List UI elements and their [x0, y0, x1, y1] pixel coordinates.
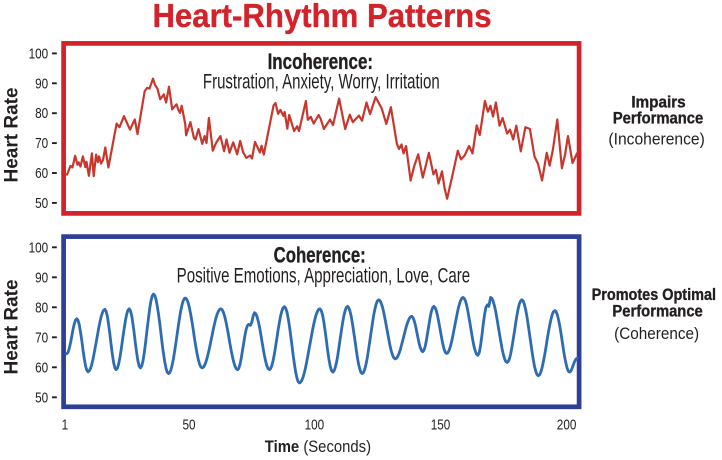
svg-text:Heart Rate: Heart Rate — [1, 279, 22, 374]
svg-text:Performance: Performance — [612, 303, 702, 321]
svg-text:(Incoherence): (Incoherence) — [608, 130, 704, 149]
svg-text:Heart-Rhythm Patterns: Heart-Rhythm Patterns — [152, 0, 491, 34]
svg-text:80: 80 — [35, 299, 48, 315]
svg-text:70: 70 — [35, 329, 48, 345]
svg-text:(Coherence): (Coherence) — [614, 324, 699, 343]
svg-text:100: 100 — [305, 416, 325, 432]
svg-text:80: 80 — [35, 105, 48, 121]
svg-text:70: 70 — [35, 135, 48, 151]
svg-text:100: 100 — [29, 239, 49, 255]
svg-text:200: 200 — [557, 416, 577, 432]
svg-text:Heart Rate: Heart Rate — [1, 87, 22, 182]
svg-text:90: 90 — [35, 75, 48, 91]
svg-text:100: 100 — [29, 45, 49, 61]
svg-text:90: 90 — [35, 269, 48, 285]
svg-text:Positive Emotions, Appreciatio: Positive Emotions, Appreciation, Love, C… — [177, 263, 470, 287]
svg-text:Time (Seconds): Time (Seconds) — [265, 438, 371, 456]
svg-text:Frustration, Anxiety, Worry, I: Frustration, Anxiety, Worry, Irritation — [203, 69, 440, 93]
svg-text:60: 60 — [35, 359, 48, 375]
svg-text:Impairs: Impairs — [631, 93, 685, 112]
svg-text:1: 1 — [62, 416, 69, 432]
svg-text:150: 150 — [431, 416, 451, 432]
svg-text:50: 50 — [35, 195, 48, 211]
svg-text:50: 50 — [35, 389, 48, 405]
svg-text:Performance: Performance — [613, 110, 703, 128]
svg-text:Promotes Optimal: Promotes Optimal — [592, 286, 716, 304]
svg-text:60: 60 — [35, 165, 48, 181]
svg-text:Incoherence:: Incoherence: — [268, 50, 373, 75]
svg-text:50: 50 — [182, 416, 195, 432]
svg-text:Coherence:: Coherence: — [274, 243, 366, 268]
